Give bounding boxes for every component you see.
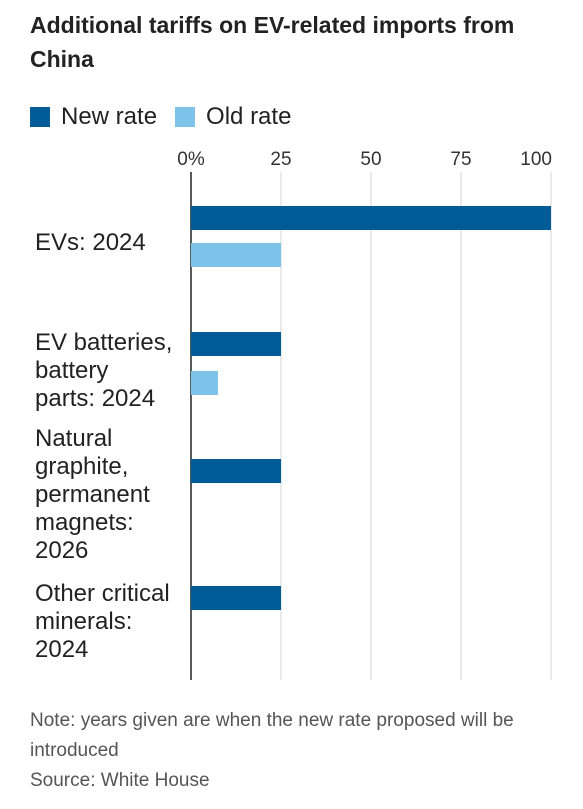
bar-new-rate-0	[191, 206, 551, 230]
legend-swatch-old-rate	[175, 107, 196, 127]
bar-old-rate-1	[191, 371, 218, 395]
tick-label-50: 50	[360, 149, 381, 170]
legend-item-old-rate: Old rate	[175, 103, 291, 131]
tick-label-25: 25	[270, 149, 291, 170]
category-label-3: Other critical minerals: 2024	[35, 580, 170, 663]
category-label-2: Natural graphite, permanent magnets: 2026	[35, 425, 150, 564]
source-text: Source: White House	[30, 770, 210, 791]
footer: Note: years given are when the new rate …	[30, 706, 570, 796]
legend: New rate Old rate	[30, 103, 309, 131]
bar-new-rate-3	[191, 586, 281, 610]
bar-new-rate-2	[191, 459, 281, 483]
legend-swatch-new-rate	[30, 107, 50, 127]
chart-title: Additional tariffs on EV-related imports…	[30, 12, 515, 72]
bar-old-rate-0	[191, 243, 281, 267]
legend-item-new-rate: New rate	[30, 103, 157, 131]
tick-label-0: 0%	[177, 149, 205, 170]
bar-chart: 0% 25 50 75 100 EVs: 2024 EV batteries, battery…	[35, 149, 552, 680]
category-label-0: EVs: 2024	[35, 229, 146, 256]
legend-label-new-rate: New rate	[61, 103, 158, 130]
bar-new-rate-1	[191, 332, 281, 356]
tick-label-100: 100	[520, 149, 552, 170]
note-text: Note: years given are when the new rate …	[30, 710, 514, 761]
category-label-1: EV batteries, battery parts: 2024	[35, 329, 172, 412]
tick-label-75: 75	[450, 149, 471, 170]
legend-label-old-rate: Old rate	[206, 103, 292, 130]
